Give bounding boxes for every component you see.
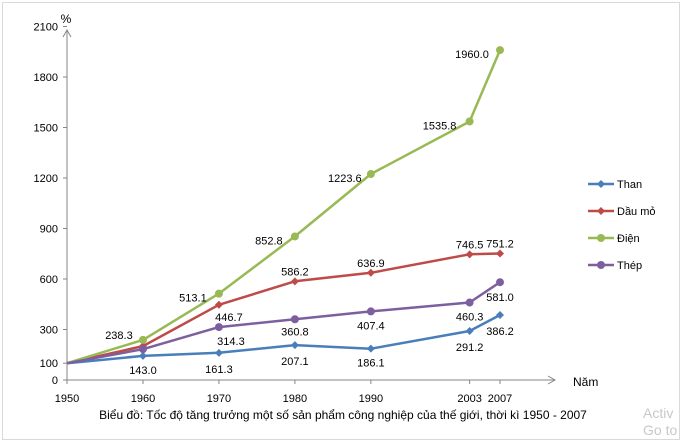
legend-than-point [597, 180, 605, 188]
legend-label-than: Than [617, 179, 642, 191]
x-tick-label: 2003 [457, 393, 481, 405]
legend-dau-mo-point [597, 207, 605, 215]
data-label-than: 143.0 [129, 365, 157, 377]
data-label-than: 207.1 [281, 356, 309, 368]
series-dau-mo-point [465, 250, 474, 259]
series-dien-point [290, 232, 299, 241]
data-label-thep: 460.3 [456, 312, 484, 324]
y-tick-label: 600 [40, 274, 58, 286]
series-than-point [366, 344, 375, 353]
legend-label-dau-mo: Dầu mỏ [617, 206, 656, 218]
data-label-dien: 1535.8 [423, 120, 457, 132]
y-tick-label: 1500 [34, 123, 58, 135]
legend-thep-point [597, 261, 605, 269]
data-label-dien: 1960.0 [455, 49, 489, 61]
data-label-thep: 581.0 [486, 292, 514, 304]
data-label-than: 386.2 [486, 326, 514, 338]
chart-caption: Biểu đồ: Tốc độ tăng trưởng một số sản p… [99, 408, 587, 422]
x-axis-arrow [547, 375, 557, 385]
series-than-point [290, 341, 299, 350]
legend-dien-point [597, 234, 605, 242]
series-dien-point [465, 117, 474, 126]
series-dien-point [138, 335, 147, 344]
y-tick-label: 1800 [34, 72, 58, 84]
series-thep-point [366, 307, 375, 316]
x-axis-unit: Năm [573, 375, 598, 389]
y-tick-label: 2100 [34, 22, 58, 34]
x-tick-label: 1950 [55, 393, 79, 405]
data-label-dau-mo: 586.2 [281, 266, 309, 278]
data-label-dau-mo: 636.9 [357, 258, 385, 270]
series-thep-point [138, 345, 147, 354]
activate-windows-watermark: Activ Go to [643, 405, 677, 439]
series-thep-point [465, 298, 474, 307]
y-tick-label: 1200 [34, 173, 58, 185]
series-dau-mo-point [214, 300, 223, 309]
x-tick-label: 2007 [488, 393, 512, 405]
data-label-thep: 360.8 [281, 326, 309, 338]
series-thep-point [496, 278, 504, 287]
series-thep-point [214, 323, 223, 332]
legend-label-thep: Thép [617, 260, 642, 272]
data-label-dien: 1223.6 [328, 173, 362, 185]
y-tick-label: 0 [52, 375, 58, 387]
data-label-dau-mo: 746.5 [456, 239, 484, 251]
data-label-thep: 407.4 [357, 320, 385, 332]
data-label-than: 161.3 [205, 364, 233, 376]
y-axis-arrow [62, 28, 72, 38]
data-label-dien: 852.8 [255, 235, 283, 247]
x-tick-label: 1990 [359, 393, 383, 405]
series-dien-point [496, 46, 504, 55]
watermark-line-1: Activ [643, 405, 674, 421]
series-dau-mo-point [496, 249, 504, 258]
series-line-dien [66, 49, 502, 365]
x-tick-label: 1980 [283, 393, 307, 405]
legend-label-dien: Điện [617, 233, 640, 245]
data-label-dau-mo: 446.7 [215, 312, 243, 324]
x-tick-label: 1970 [207, 393, 231, 405]
series-than-point [496, 310, 504, 319]
chart-frame [2, 2, 680, 440]
y-tick-label: 300 [40, 325, 58, 337]
watermark-line-2: Go to [643, 422, 678, 438]
series-than-point [214, 348, 223, 357]
series-dien-point [366, 170, 375, 179]
series-line-thep [66, 281, 501, 365]
series-dau-mo-point [366, 268, 375, 277]
data-label-dien: 238.3 [105, 330, 133, 342]
y-tick-label: 900 [40, 224, 58, 236]
x-tick-label: 1960 [131, 393, 155, 405]
data-label-thep: 314.3 [217, 336, 245, 348]
data-label-than: 186.1 [357, 358, 385, 370]
y-axis-unit: % [61, 12, 72, 26]
series-dau-mo-point [290, 277, 299, 286]
data-label-dau-mo: 751.2 [486, 239, 514, 251]
series-dien-point [214, 289, 223, 298]
series-than-point [465, 326, 474, 335]
series-thep-point [290, 315, 299, 324]
data-label-than: 291.2 [456, 342, 484, 354]
data-label-dien: 513.1 [179, 293, 207, 305]
series-than-point [138, 351, 147, 360]
y-tick-label: 100 [40, 358, 58, 370]
